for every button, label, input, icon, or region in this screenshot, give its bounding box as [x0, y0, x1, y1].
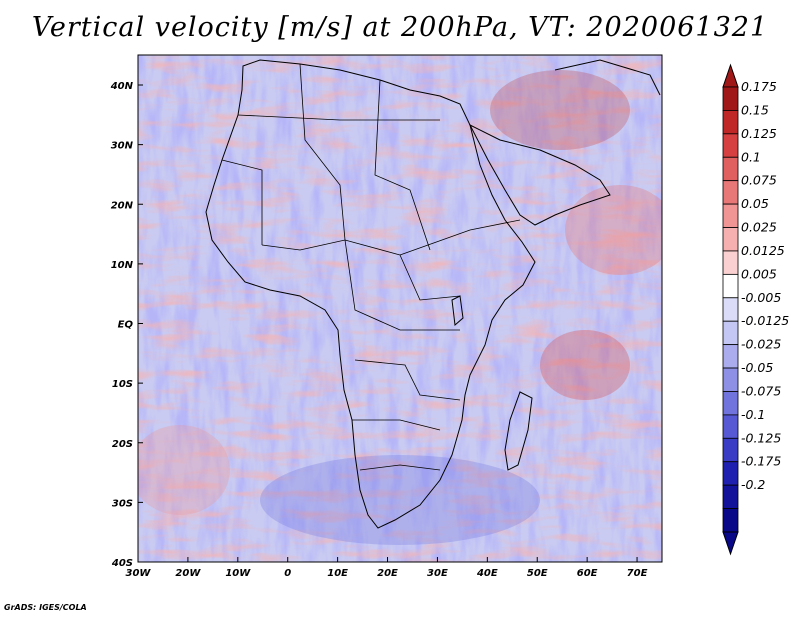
colorbar-label: -0.125 [741, 430, 781, 445]
colorbar-label: -0.075 [741, 383, 781, 398]
colorbar-label: 0.0125 [741, 243, 785, 258]
colorbar-swatch [722, 203, 739, 228]
colorbar-swatch [722, 367, 739, 392]
colorbar-swatch [722, 461, 739, 486]
colorbar-swatch [722, 86, 739, 111]
colorbar-label: -0.005 [741, 290, 781, 305]
lat-tick-label: 10N [111, 260, 134, 271]
longitude-axis: 30W 20W 10W 0 10E 20E 30E 40E 50E 60E 70E [126, 557, 648, 579]
colorbar-swatch [722, 391, 739, 416]
colorbar-label: 0.15 [741, 102, 769, 117]
lat-tick-label: 40N [110, 81, 134, 92]
lon-tick-label: 70E [627, 568, 648, 579]
colorbar-swatch [722, 297, 739, 322]
lon-tick-label: 20W [175, 568, 201, 579]
lon-tick-label: 10W [225, 568, 251, 579]
latitude-axis: 40N 30N 20N 10N EQ 10S 20S 30S 40S [110, 81, 143, 569]
colorbar-label: 0.125 [741, 126, 777, 141]
lat-tick-label: 30N [111, 141, 134, 152]
colorbar-swatch [722, 437, 739, 463]
colorbar-swatch [722, 414, 739, 439]
lat-tick-label: 20S [112, 439, 133, 450]
lon-tick-label: 20E [377, 568, 398, 579]
colorbar-swatch [722, 320, 739, 346]
chart-title: Vertical velocity [m/s] at 200hPa, VT: 2… [31, 12, 769, 43]
colorbar-label: -0.1 [741, 407, 765, 422]
colorbar-label: -0.2 [741, 477, 765, 492]
colorbar-label: 0.075 [741, 173, 777, 188]
lon-tick-label: 40E [476, 568, 498, 579]
colorbar-swatch [722, 273, 739, 299]
colorbar-label: 0.1 [741, 149, 761, 164]
lon-tick-label: 0 [284, 568, 291, 579]
colorbar-swatch [722, 484, 739, 509]
colorbar-swatch [722, 110, 739, 135]
colorbar-bottom-arrow [722, 531, 739, 556]
colorbar-label: -0.175 [741, 454, 781, 469]
colorbar-label: -0.025 [741, 337, 781, 352]
colorbar-swatch [722, 227, 739, 252]
colorbar-swatch [722, 180, 739, 205]
country-borders [221, 63, 521, 471]
colorbar-swatch [722, 344, 739, 369]
lon-tick-label: 50E [527, 568, 548, 579]
colorbar-label: -0.05 [741, 360, 773, 375]
footer-credit: GrADS: IGES/COLA [4, 603, 87, 612]
lon-tick-label: 30E [427, 568, 448, 579]
lon-tick-label: 60E [577, 568, 598, 579]
lat-tick-label: 20N [111, 200, 134, 211]
colorbar-label: -0.0125 [741, 313, 789, 328]
colorbar-swatch [722, 508, 739, 533]
lon-tick-label: 30W [126, 568, 152, 579]
velocity-field [138, 55, 662, 562]
lat-tick-label: 40S [111, 558, 133, 569]
colorbar-swatch [722, 250, 739, 275]
colorbar: 0.175 0.15 0.125 0.1 0.075 0.05 0.025 0.0125 0.0… [722, 63, 789, 556]
colorbar-label: 0.175 [741, 79, 777, 94]
colorbar-label: 0.005 [741, 266, 777, 281]
colorbar-swatch [722, 156, 739, 182]
coastline [205, 59, 661, 529]
colorbar-top-arrow [722, 63, 739, 88]
plot-frame [137, 54, 663, 563]
lat-tick-label: 10S [112, 379, 133, 390]
colorbar-label: 0.025 [741, 220, 777, 235]
colorbar-swatch [722, 133, 739, 158]
colorbar-label: 0.05 [741, 196, 769, 211]
lon-tick-label: 10E [327, 568, 348, 579]
lat-tick-label: EQ [118, 320, 134, 331]
lat-tick-label: 30S [112, 498, 133, 509]
